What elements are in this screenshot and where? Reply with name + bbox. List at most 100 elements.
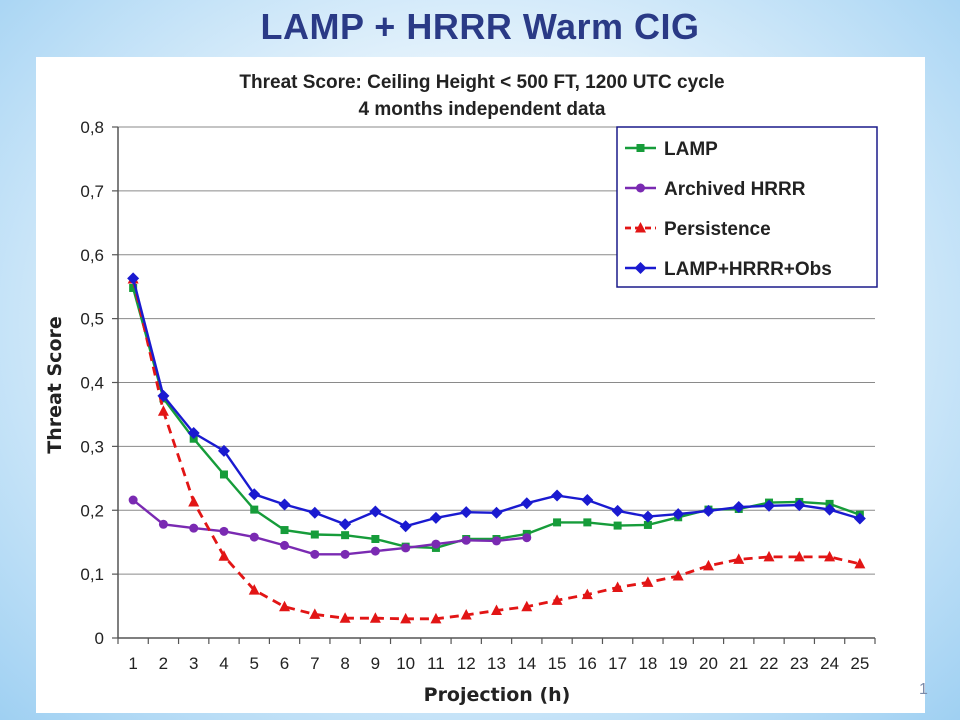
x-tick-label: 8 [340, 654, 349, 673]
data-point-persistence [218, 550, 230, 561]
data-point-lamp [613, 521, 622, 530]
x-tick-label: 19 [669, 654, 688, 673]
data-point-lamp-hrrr-obs [399, 520, 412, 533]
data-point-lamp [310, 530, 319, 539]
data-point-lamp [371, 534, 380, 543]
x-tick-label: 22 [760, 654, 779, 673]
x-tick-label: 10 [396, 654, 415, 673]
data-point-persistence [279, 600, 291, 612]
data-point-persistence [733, 553, 745, 564]
data-point-lamp [643, 520, 652, 529]
data-point-lamp-hrrr-obs [308, 506, 321, 519]
data-point-lamp-hrrr-obs [157, 389, 170, 402]
data-point-archived-hrrr [431, 539, 441, 549]
x-tick-label: 11 [427, 654, 445, 673]
legend-label: Persistence [664, 219, 771, 240]
y-tick-label: 0,6 [80, 246, 104, 265]
data-point-archived-hrrr [310, 549, 320, 559]
data-point-archived-hrrr [219, 526, 229, 536]
data-point-archived-hrrr [370, 546, 380, 556]
data-point-lamp-hrrr-obs [429, 511, 442, 524]
data-point-lamp [219, 470, 228, 479]
page-number: 1 [919, 681, 928, 698]
legend-label: LAMP [664, 139, 718, 160]
data-point-persistence [854, 557, 866, 569]
data-point-lamp-hrrr-obs [581, 494, 594, 507]
data-point-persistence [521, 600, 533, 612]
data-point-lamp-hrrr-obs [732, 501, 745, 514]
data-point-persistence [702, 559, 714, 571]
data-point-persistence [309, 608, 321, 619]
data-point-archived-hrrr [461, 535, 471, 545]
x-tick-label: 6 [280, 654, 289, 673]
data-point-archived-hrrr [249, 532, 259, 542]
data-point-persistence [430, 612, 442, 624]
data-point-persistence [672, 570, 684, 581]
data-point-archived-hrrr [522, 533, 532, 543]
series-line-lamp-hrrr-obs [131, 278, 861, 528]
x-tick-label: 25 [850, 654, 869, 673]
legend: LAMP Archived HRRR Persistence LAMP+HRRR+Ob… [616, 126, 878, 288]
legend-box [616, 126, 878, 288]
data-point-lamp-hrrr-obs [248, 488, 261, 501]
data-point-lamp-hrrr-obs [339, 518, 352, 531]
data-point-lamp [129, 283, 138, 292]
x-tick-label: 2 [159, 654, 168, 673]
x-tick-label: 15 [548, 654, 567, 673]
data-point-lamp-hrrr-obs [278, 498, 291, 511]
data-point-lamp [250, 505, 259, 514]
x-tick-label: 24 [820, 654, 839, 673]
data-point-lamp [583, 518, 592, 527]
data-point-persistence [824, 550, 836, 562]
data-point-lamp [341, 531, 350, 540]
data-point-persistence [793, 550, 805, 562]
y-tick-label: 0 [95, 629, 104, 648]
data-point-archived-hrrr [128, 495, 138, 505]
series-persistence [127, 273, 866, 624]
data-point-lamp-hrrr-obs [217, 444, 230, 457]
chart-subtitle: 4 months independent data [358, 99, 605, 120]
data-point-lamp-hrrr-obs [823, 503, 836, 516]
y-tick-label: 0,2 [80, 501, 104, 520]
data-point-lamp-hrrr-obs [853, 512, 866, 525]
data-point-lamp-hrrr-obs [187, 426, 200, 439]
series [127, 272, 866, 624]
data-point-lamp-hrrr-obs [763, 499, 776, 512]
data-point-archived-hrrr [158, 519, 168, 529]
data-point-persistence [400, 612, 412, 624]
x-tick-label: 3 [189, 654, 198, 673]
series-line-persistence [131, 278, 861, 621]
data-point-persistence [339, 612, 351, 623]
data-point-lamp-hrrr-obs [702, 504, 715, 517]
x-tick-label: 21 [729, 654, 748, 673]
data-point-persistence [491, 604, 502, 616]
legend-marker [635, 222, 646, 233]
data-point-lamp-hrrr-obs [490, 506, 503, 519]
data-point-lamp-hrrr-obs [672, 508, 685, 521]
data-point-lamp-hrrr-obs [611, 504, 624, 517]
legend-label: LAMP+HRRR+Obs [664, 259, 832, 280]
x-tick-label: 14 [517, 654, 536, 673]
data-point-persistence [188, 495, 200, 507]
data-point-lamp-hrrr-obs [460, 506, 473, 519]
data-point-persistence [763, 550, 775, 562]
x-tick-label: 7 [310, 654, 319, 673]
data-point-lamp-hrrr-obs [127, 272, 140, 285]
y-tick-labels: 0 0,1 0,2 0,3 0,4 0,5 0,6 0,7 0,8 [80, 118, 118, 648]
data-point-lamp-hrrr-obs [551, 489, 564, 502]
x-tick-label: 20 [699, 654, 718, 673]
data-point-lamp-hrrr-obs [641, 510, 654, 523]
data-point-lamp [553, 518, 562, 527]
x-tick-label: 9 [371, 654, 380, 673]
y-axis-label: Threat Score [44, 316, 66, 454]
data-point-persistence [581, 588, 593, 600]
x-tick-label: 13 [487, 654, 506, 673]
x-tick-label: 17 [608, 654, 627, 673]
data-point-archived-hrrr [189, 523, 199, 533]
legend-marker [634, 262, 647, 274]
data-point-lamp [280, 526, 289, 535]
x-tick-label: 18 [638, 654, 657, 673]
y-tick-label: 0,5 [80, 310, 104, 329]
series-lamp-hrrr-obs [127, 272, 866, 533]
